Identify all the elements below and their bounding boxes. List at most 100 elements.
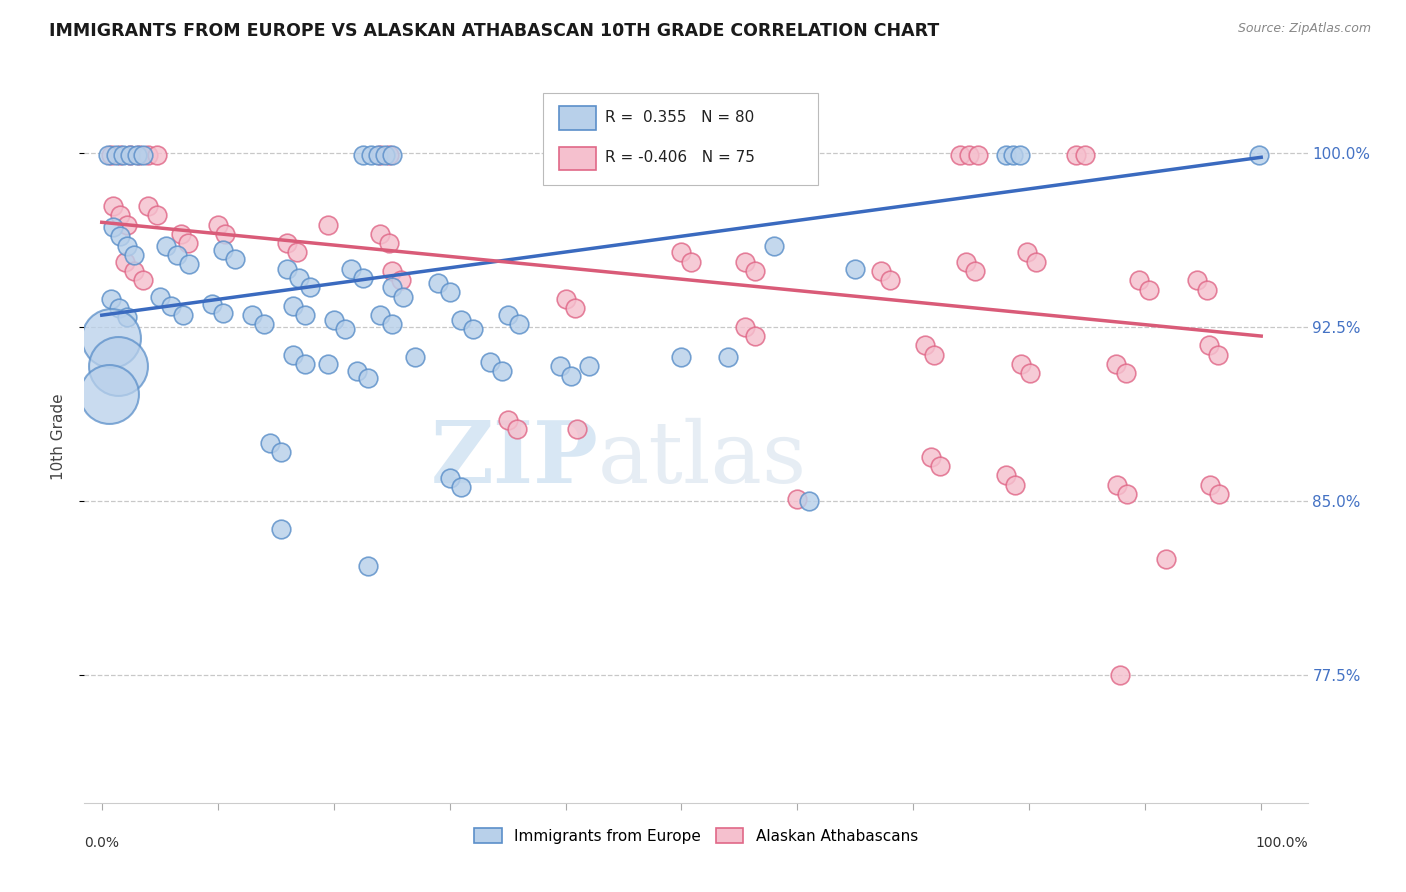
Point: [117, 218, 139, 232]
Point: [734, 254, 756, 268]
Point: [110, 208, 132, 222]
Point: [270, 445, 292, 459]
Point: [679, 254, 702, 268]
Point: [169, 227, 191, 241]
Point: [392, 290, 415, 304]
FancyBboxPatch shape: [543, 94, 818, 185]
Point: [1064, 148, 1087, 162]
Point: [132, 273, 155, 287]
Point: [299, 280, 322, 294]
Point: [110, 148, 132, 162]
Point: [578, 359, 600, 374]
Point: [285, 245, 308, 260]
Point: [146, 148, 169, 162]
Point: [270, 522, 292, 536]
Text: Source: ZipAtlas.com: Source: ZipAtlas.com: [1237, 22, 1371, 36]
Point: [768, 148, 790, 162]
Point: [450, 480, 472, 494]
Point: [177, 257, 200, 271]
Point: [368, 227, 391, 241]
Point: [281, 299, 304, 313]
Point: [214, 227, 236, 241]
Point: [100, 148, 122, 162]
Point: [128, 148, 150, 162]
Point: [125, 148, 148, 162]
Point: [879, 273, 901, 287]
Point: [316, 218, 339, 232]
Point: [155, 238, 177, 252]
Point: [744, 264, 766, 278]
Point: [368, 308, 391, 322]
Point: [744, 329, 766, 343]
Point: [797, 494, 820, 508]
Point: [207, 218, 229, 232]
Point: [110, 229, 132, 244]
Point: [1187, 273, 1209, 287]
Point: [1019, 366, 1042, 380]
Point: [381, 264, 404, 278]
Point: [506, 422, 529, 436]
Point: [1195, 283, 1218, 297]
Point: [176, 236, 198, 251]
Point: [1105, 357, 1128, 371]
Point: [761, 148, 783, 162]
Point: [565, 422, 588, 436]
Point: [1074, 148, 1097, 162]
Point: [995, 468, 1018, 483]
Point: [378, 148, 401, 162]
Point: [427, 276, 450, 290]
Point: [367, 148, 389, 162]
Text: 100.0%: 100.0%: [1256, 836, 1308, 850]
Point: [1247, 148, 1270, 162]
Point: [1025, 254, 1047, 268]
Point: [107, 359, 129, 374]
Text: R = -0.406   N = 75: R = -0.406 N = 75: [606, 150, 755, 165]
Point: [747, 148, 769, 162]
Point: [136, 199, 159, 213]
Point: [368, 148, 391, 162]
Point: [294, 308, 316, 322]
Point: [554, 292, 576, 306]
Point: [461, 322, 484, 336]
Point: [357, 558, 380, 573]
Point: [381, 148, 404, 162]
Point: [450, 313, 472, 327]
Legend: Immigrants from Europe, Alaskan Athabascans: Immigrants from Europe, Alaskan Athabasc…: [468, 822, 924, 850]
Text: 0.0%: 0.0%: [84, 836, 120, 850]
Point: [294, 357, 316, 371]
Point: [957, 148, 980, 162]
Point: [381, 280, 404, 294]
Point: [1115, 366, 1137, 380]
Point: [479, 354, 502, 368]
Point: [1115, 487, 1137, 501]
Point: [1107, 477, 1129, 491]
Point: [1208, 348, 1230, 362]
Point: [201, 296, 224, 310]
Point: [117, 238, 139, 252]
Point: [103, 219, 125, 234]
Point: [1004, 477, 1026, 491]
Point: [352, 271, 374, 285]
Point: [740, 148, 762, 162]
Point: [166, 248, 188, 262]
Point: [949, 148, 972, 162]
Point: [763, 238, 786, 252]
Point: [100, 331, 122, 345]
Point: [1208, 487, 1230, 501]
Point: [122, 248, 145, 262]
Text: IMMIGRANTS FROM EUROPE VS ALASKAN ATHABASCAN 10TH GRADE CORRELATION CHART: IMMIGRANTS FROM EUROPE VS ALASKAN ATHABA…: [49, 22, 939, 40]
Point: [404, 350, 426, 364]
Point: [1008, 148, 1031, 162]
Point: [1015, 245, 1038, 260]
Point: [276, 236, 298, 251]
Point: [914, 338, 936, 352]
Point: [734, 319, 756, 334]
Point: [96, 148, 118, 162]
Point: [496, 308, 519, 322]
FancyBboxPatch shape: [560, 106, 596, 130]
Point: [955, 254, 977, 268]
Point: [439, 471, 461, 485]
Point: [97, 387, 120, 401]
Point: [108, 301, 131, 316]
Point: [870, 264, 893, 278]
